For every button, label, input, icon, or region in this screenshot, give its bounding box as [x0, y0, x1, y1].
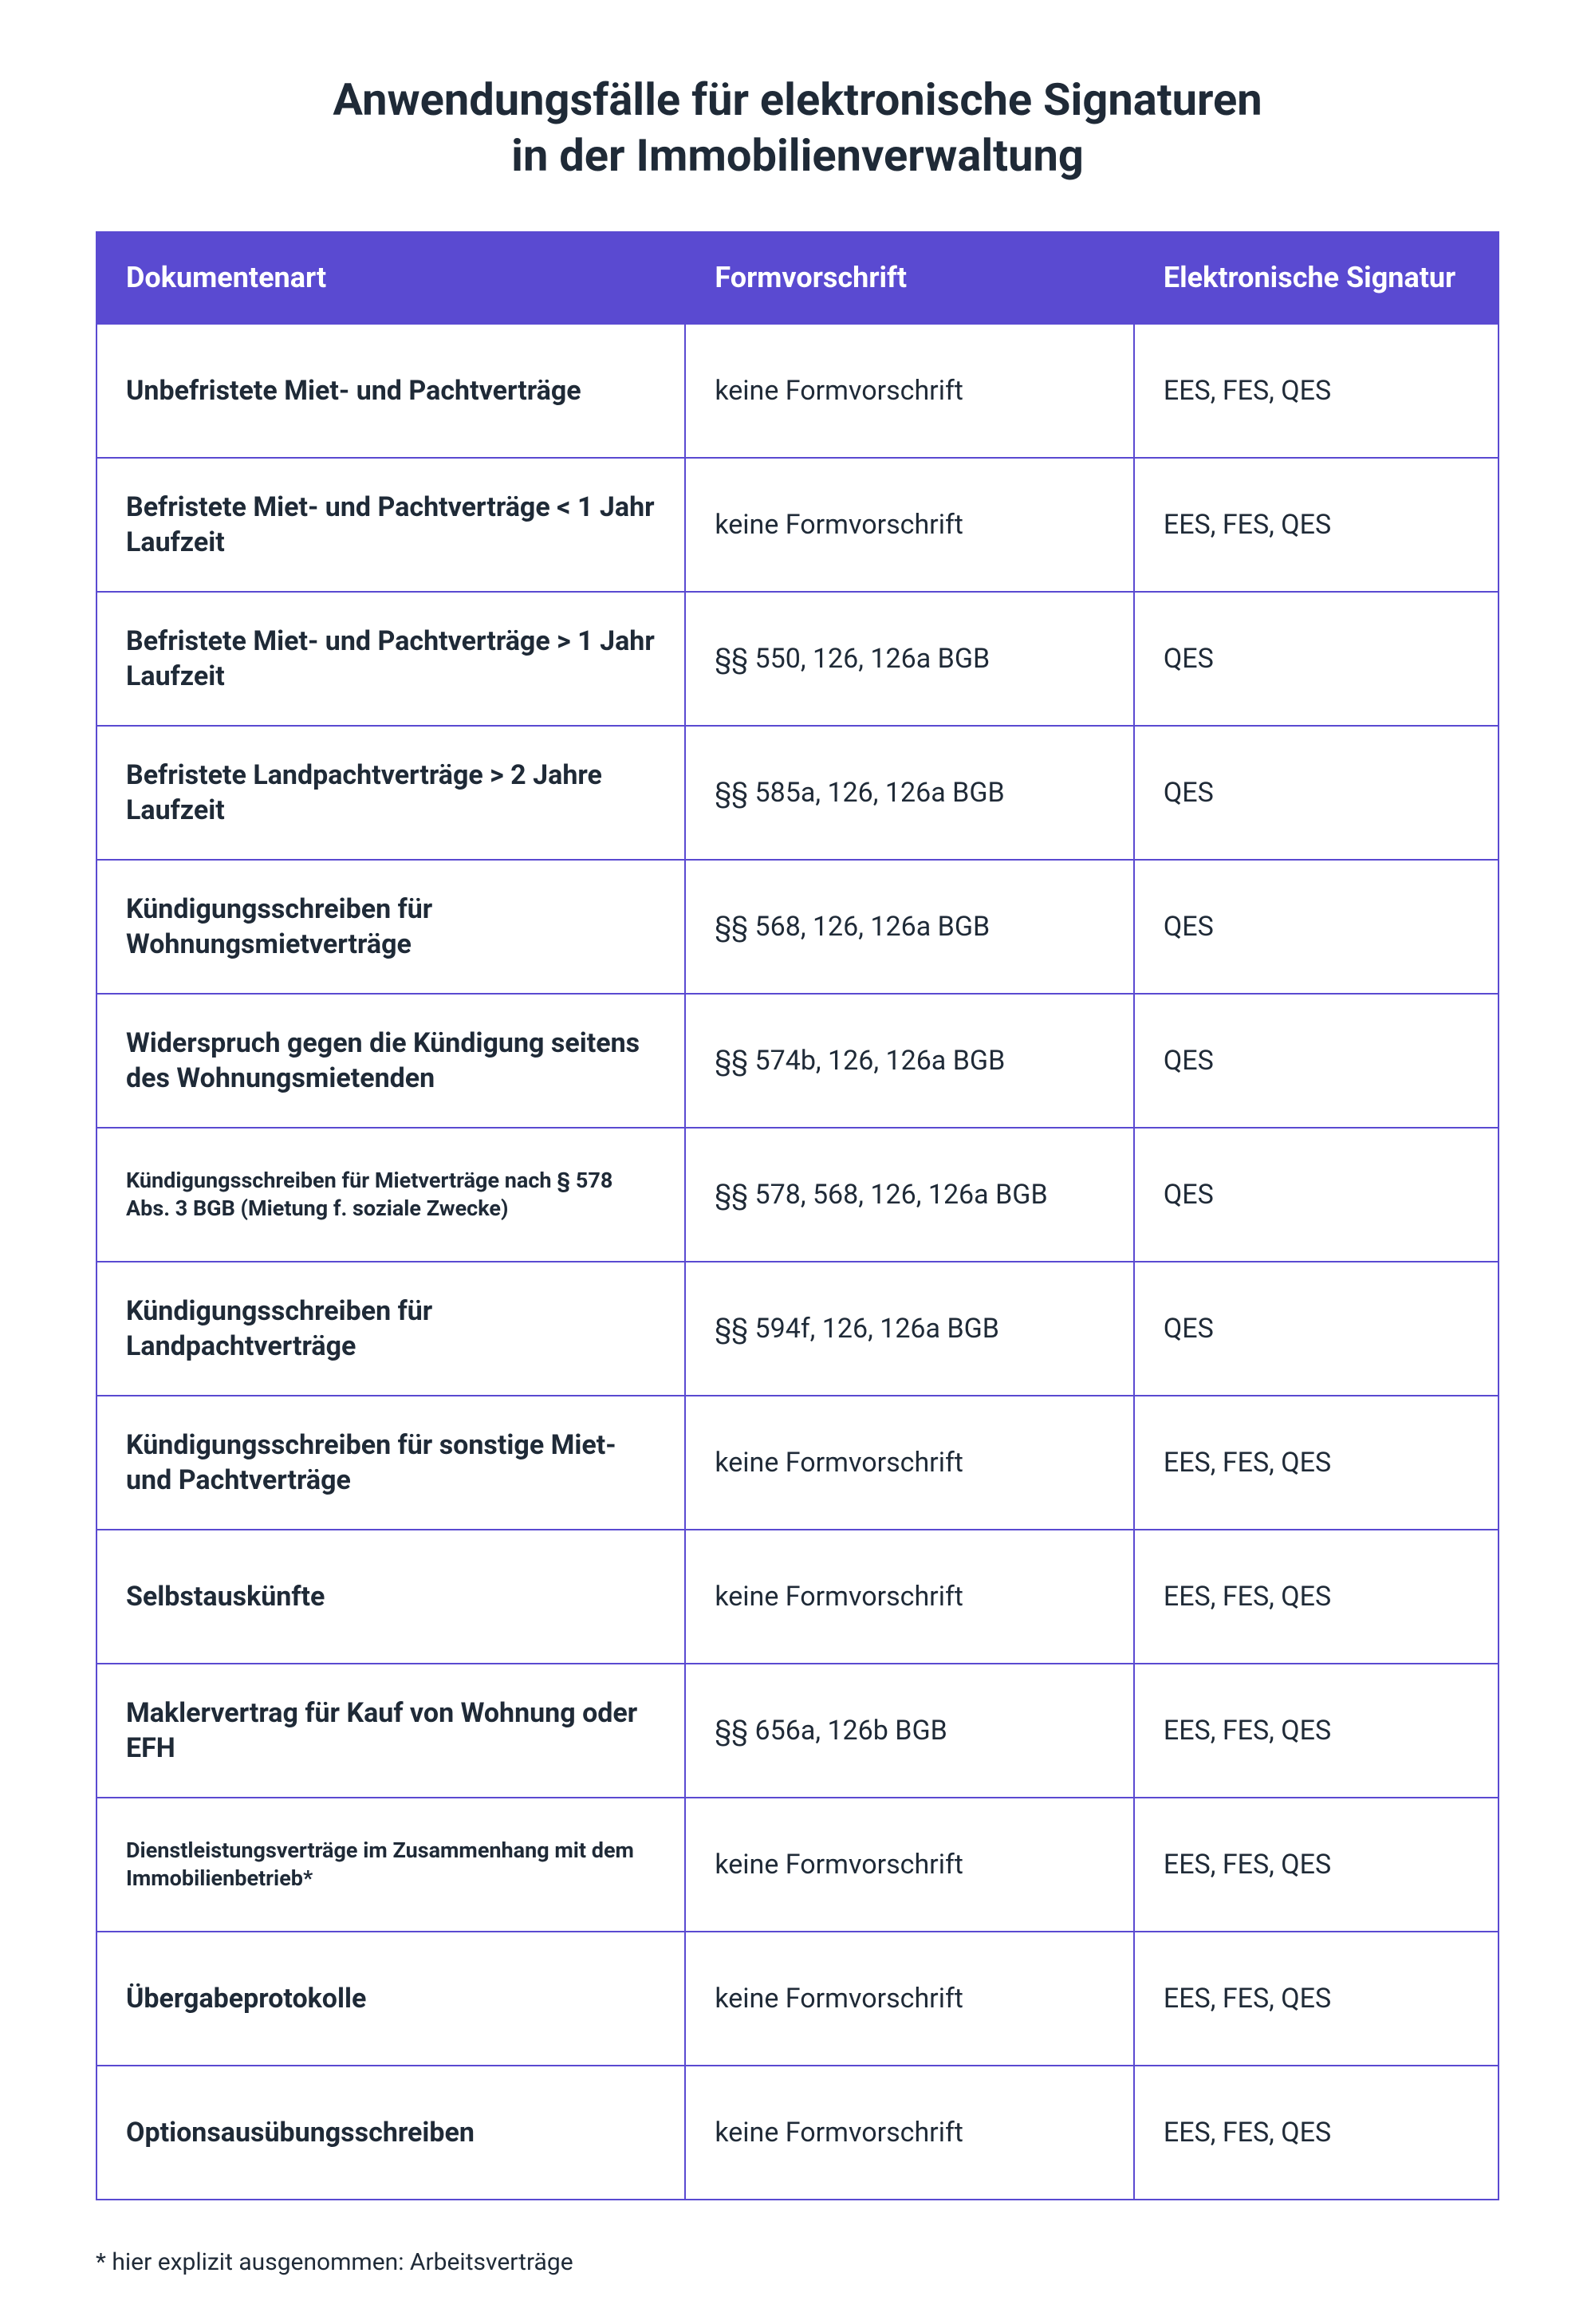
table-row: Selbstauskünftekeine FormvorschriftEES, … [96, 1530, 1499, 1664]
table-row: Unbefristete Miet- und Pachtverträgekein… [96, 324, 1499, 458]
table-row: Kündigungsschreiben für sonstige Miet- u… [96, 1396, 1499, 1530]
cell-signature: QES [1134, 1128, 1499, 1262]
cell-document: Widerspruch gegen die Kündigung seitens … [96, 994, 685, 1128]
cell-formvorschrift: §§ 574b, 126, 126a BGB [685, 994, 1134, 1128]
col-header-doc: Dokumentenart [96, 232, 685, 324]
cell-document: Befristete Miet- und Pachtverträge > 1 J… [96, 592, 685, 726]
cell-formvorschrift: §§ 550, 126, 126a BGB [685, 592, 1134, 726]
table-row: Optionsausübungsschreibenkeine Formvorsc… [96, 2066, 1499, 2200]
cell-signature: EES, FES, QES [1134, 458, 1499, 592]
cell-signature: QES [1134, 994, 1499, 1128]
cell-signature: QES [1134, 726, 1499, 860]
title-line2: in der Immobilienverwaltung [511, 129, 1084, 182]
cell-signature: EES, FES, QES [1134, 324, 1499, 458]
cell-formvorschrift: keine Formvorschrift [685, 2066, 1134, 2200]
cell-formvorschrift: keine Formvorschrift [685, 1798, 1134, 1932]
cell-formvorschrift: §§ 568, 126, 126a BGB [685, 860, 1134, 994]
cell-document: Übergabeprotokolle [96, 1932, 685, 2066]
cell-formvorschrift: keine Formvorschrift [685, 458, 1134, 592]
cell-document: Kündigungsschreiben für Wohnungsmietvert… [96, 860, 685, 994]
table-row: Kündigungsschreiben für Mietverträge nac… [96, 1128, 1499, 1262]
title-line1: Anwendungsfälle für elektronische Signat… [333, 73, 1262, 126]
table-row: Befristete Miet- und Pachtverträge > 1 J… [96, 592, 1499, 726]
cell-signature: EES, FES, QES [1134, 1932, 1499, 2066]
table-row: Befristete Miet- und Pachtverträge < 1 J… [96, 458, 1499, 592]
cell-formvorschrift: keine Formvorschrift [685, 324, 1134, 458]
cell-signature: EES, FES, QES [1134, 2066, 1499, 2200]
table-row: Maklervertrag für Kauf von Wohnung oder … [96, 1664, 1499, 1798]
cell-document: Maklervertrag für Kauf von Wohnung oder … [96, 1664, 685, 1798]
cell-formvorschrift: keine Formvorschrift [685, 1530, 1134, 1664]
cell-formvorschrift: §§ 585a, 126, 126a BGB [685, 726, 1134, 860]
cell-document: Befristete Landpachtverträge > 2 Jahre L… [96, 726, 685, 860]
cell-signature: EES, FES, QES [1134, 1664, 1499, 1798]
table-row: Widerspruch gegen die Kündigung seitens … [96, 994, 1499, 1128]
table-row: Übergabeprotokollekeine FormvorschriftEE… [96, 1932, 1499, 2066]
cell-signature: EES, FES, QES [1134, 1798, 1499, 1932]
cell-document: Unbefristete Miet- und Pachtverträge [96, 324, 685, 458]
table-row: Kündigungsschreiben für Landpachtverträg… [96, 1262, 1499, 1396]
cell-document: Dienstleistungsverträge im Zusammenhang … [96, 1798, 685, 1932]
cell-formvorschrift: §§ 578, 568, 126, 126a BGB [685, 1128, 1134, 1262]
table-row: Dienstleistungsverträge im Zusammenhang … [96, 1798, 1499, 1932]
cell-signature: QES [1134, 860, 1499, 994]
page-title: Anwendungsfälle für elektronische Signat… [199, 72, 1396, 183]
cell-formvorschrift: §§ 656a, 126b BGB [685, 1664, 1134, 1798]
cell-signature: EES, FES, QES [1134, 1530, 1499, 1664]
cell-signature: EES, FES, QES [1134, 1396, 1499, 1530]
cell-formvorschrift: keine Formvorschrift [685, 1932, 1134, 2066]
cell-signature: QES [1134, 592, 1499, 726]
footnote: * hier explizit ausgenommen: Arbeitsvert… [96, 2248, 1499, 2276]
cell-formvorschrift: keine Formvorschrift [685, 1396, 1134, 1530]
table-header-row: Dokumentenart Formvorschrift Elektronisc… [96, 232, 1499, 324]
cell-document: Befristete Miet- und Pachtverträge < 1 J… [96, 458, 685, 592]
page-root: Anwendungsfälle für elektronische Signat… [0, 0, 1595, 2324]
table-row: Kündigungsschreiben für Wohnungsmietvert… [96, 860, 1499, 994]
cell-document: Kündigungsschreiben für sonstige Miet- u… [96, 1396, 685, 1530]
table-body: Unbefristete Miet- und Pachtverträgekein… [96, 324, 1499, 2200]
col-header-sig: Elektronische Signatur [1134, 232, 1499, 324]
cell-document: Kündigungsschreiben für Mietverträge nac… [96, 1128, 685, 1262]
cell-document: Optionsausübungsschreiben [96, 2066, 685, 2200]
cell-formvorschrift: §§ 594f, 126, 126a BGB [685, 1262, 1134, 1396]
table-row: Befristete Landpachtverträge > 2 Jahre L… [96, 726, 1499, 860]
cell-signature: QES [1134, 1262, 1499, 1396]
cell-document: Selbstauskünfte [96, 1530, 685, 1664]
cell-document: Kündigungsschreiben für Landpachtverträg… [96, 1262, 685, 1396]
signature-table: Dokumentenart Formvorschrift Elektronisc… [96, 231, 1499, 2200]
col-header-form: Formvorschrift [685, 232, 1134, 324]
